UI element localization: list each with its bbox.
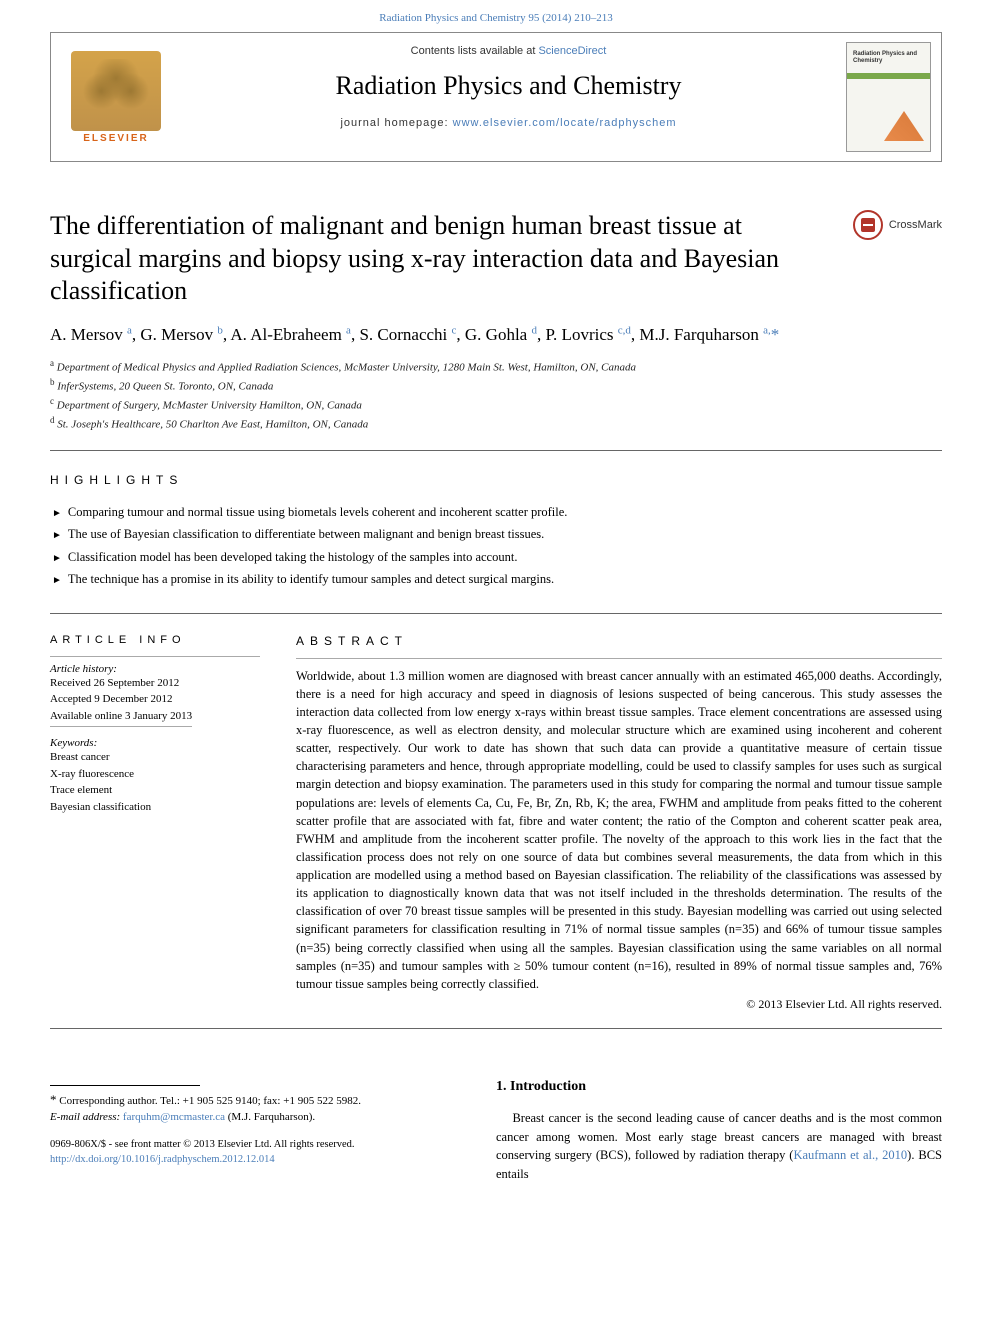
article-info-heading: ARTICLE INFO — [50, 634, 260, 646]
history-received: Received 26 September 2012 — [50, 675, 260, 692]
header-right: Radiation Physics and Chemistry — [836, 33, 941, 161]
email-link[interactable]: farquhm@mcmaster.ca — [123, 1111, 225, 1123]
keyword: Trace element — [50, 782, 260, 799]
keyword: X-ray fluorescence — [50, 766, 260, 783]
highlight-item: Comparing tumour and normal tissue using… — [52, 501, 942, 524]
top-citation: Radiation Physics and Chemistry 95 (2014… — [0, 0, 992, 32]
elsevier-logo[interactable]: ELSEVIER — [71, 51, 161, 144]
sciencedirect-link[interactable]: ScienceDirect — [538, 45, 606, 57]
publisher-logo-area: ELSEVIER — [51, 33, 181, 161]
introduction-text: Breast cancer is the second leading caus… — [496, 1109, 942, 1184]
elsevier-tree-icon — [71, 51, 161, 131]
article-info-column: ARTICLE INFO Article history: Received 2… — [50, 634, 260, 1012]
email-label: E-mail address: — [50, 1111, 120, 1123]
highlight-item: The technique has a promise in its abili… — [52, 568, 942, 591]
divider — [50, 1028, 942, 1029]
homepage-prefix: journal homepage: — [340, 117, 452, 129]
doi-link[interactable]: http://dx.doi.org/10.1016/j.radphyschem.… — [50, 1154, 275, 1165]
affiliation: d St. Joseph's Healthcare, 50 Charlton A… — [50, 414, 942, 433]
corr-label: Corresponding author. Tel.: +1 905 525 9… — [59, 1095, 361, 1107]
keyword: Breast cancer — [50, 749, 260, 766]
cover-art — [884, 111, 924, 141]
crossmark-badge[interactable]: CrossMark — [853, 210, 942, 240]
affiliation: b InferSystems, 20 Queen St. Toronto, ON… — [50, 376, 942, 395]
abstract-column: ABSTRACT Worldwide, about 1.3 million wo… — [296, 634, 942, 1012]
introduction-heading: 1. Introduction — [496, 1079, 942, 1095]
divider — [50, 613, 942, 614]
article-history: Received 26 September 2012 Accepted 9 De… — [50, 675, 260, 728]
history-accepted: Accepted 9 December 2012 — [50, 691, 260, 708]
journal-name: Radiation Physics and Chemistry — [193, 71, 824, 101]
cover-stripe — [847, 73, 930, 79]
corresponding-author-footnote: * Corresponding author. Tel.: +1 905 525… — [50, 1090, 460, 1126]
highlight-item: The use of Bayesian classification to di… — [52, 523, 942, 546]
keywords-list: Breast cancerX-ray fluorescenceTrace ele… — [50, 749, 260, 815]
journal-header: ELSEVIER Contents lists available at Sci… — [50, 32, 942, 162]
divider — [50, 450, 942, 451]
contents-prefix: Contents lists available at — [411, 45, 539, 57]
abstract-text: Worldwide, about 1.3 million women are d… — [296, 667, 942, 993]
top-citation-link[interactable]: Radiation Physics and Chemistry 95 (2014… — [379, 12, 612, 24]
crossmark-icon — [853, 210, 883, 240]
divider — [50, 656, 260, 657]
affiliation: a Department of Medical Physics and Appl… — [50, 357, 942, 376]
issn-block: 0969-806X/$ - see front matter © 2013 El… — [50, 1138, 460, 1167]
affiliations: a Department of Medical Physics and Appl… — [50, 357, 942, 434]
article-title: The differentiation of malignant and ben… — [50, 210, 853, 308]
highlight-item: Classification model has been developed … — [52, 546, 942, 569]
highlights-list: Comparing tumour and normal tissue using… — [50, 501, 942, 591]
keyword: Bayesian classification — [50, 799, 260, 816]
crossmark-label: CrossMark — [889, 219, 942, 231]
affiliation: c Department of Surgery, McMaster Univer… — [50, 395, 942, 414]
authors: A. Mersov a, G. Mersov b, A. Al-Ebraheem… — [50, 322, 942, 348]
journal-cover-thumbnail[interactable]: Radiation Physics and Chemistry — [846, 42, 931, 152]
footnote-rule — [50, 1085, 200, 1086]
abstract-heading: ABSTRACT — [296, 634, 942, 648]
keywords-label: Keywords: — [50, 737, 260, 749]
homepage-link[interactable]: www.elsevier.com/locate/radphyschem — [453, 117, 677, 129]
issn-text: 0969-806X/$ - see front matter © 2013 El… — [50, 1139, 355, 1150]
email-name: (M.J. Farquharson). — [228, 1111, 315, 1123]
header-center: Contents lists available at ScienceDirec… — [181, 33, 836, 161]
intro-reference-link[interactable]: Kaufmann et al., 2010 — [793, 1148, 907, 1162]
elsevier-text: ELSEVIER — [71, 133, 161, 144]
abstract-copyright: © 2013 Elsevier Ltd. All rights reserved… — [296, 997, 942, 1012]
divider — [296, 658, 942, 659]
cover-title: Radiation Physics and Chemistry — [853, 51, 924, 65]
history-label: Article history: — [50, 663, 260, 675]
history-online: Available online 3 January 2013 — [50, 708, 192, 728]
highlights-heading: HIGHLIGHTS — [50, 473, 942, 487]
